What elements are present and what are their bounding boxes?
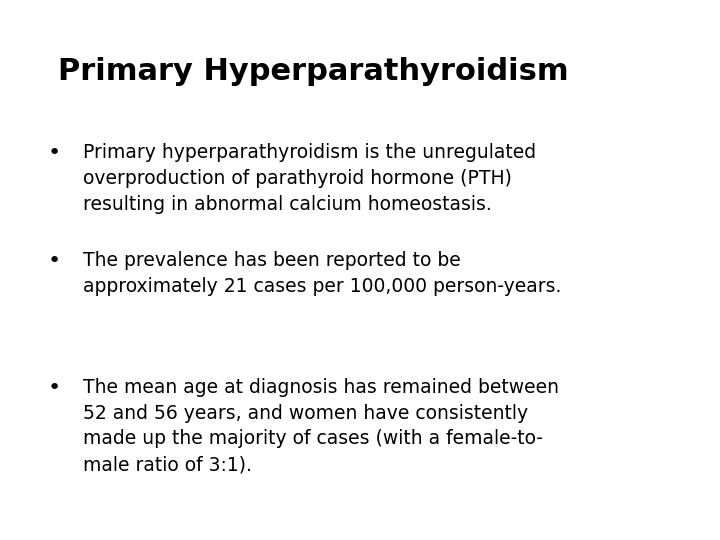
Text: •: • bbox=[48, 378, 60, 398]
Text: The prevalence has been reported to be
approximately 21 cases per 100,000 person: The prevalence has been reported to be a… bbox=[83, 251, 561, 296]
Text: •: • bbox=[48, 251, 60, 271]
Text: •: • bbox=[48, 143, 60, 163]
Text: Primary hyperparathyroidism is the unregulated
overproduction of parathyroid hor: Primary hyperparathyroidism is the unreg… bbox=[83, 143, 536, 214]
Text: Primary Hyperparathyroidism: Primary Hyperparathyroidism bbox=[58, 57, 568, 86]
Text: The mean age at diagnosis has remained between
52 and 56 years, and women have c: The mean age at diagnosis has remained b… bbox=[83, 378, 559, 474]
